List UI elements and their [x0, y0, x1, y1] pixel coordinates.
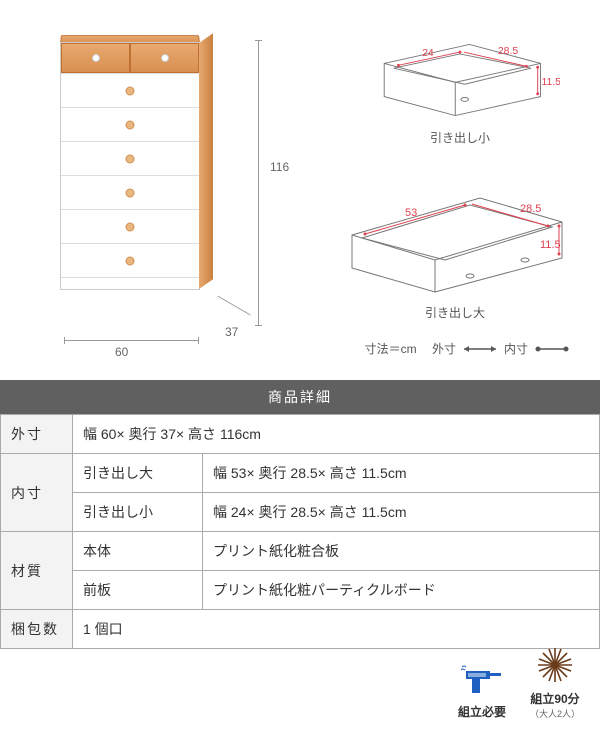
dresser-depth-label: 37: [225, 325, 238, 339]
small-drawer-width: 28.5: [498, 46, 518, 57]
assembly-required-block: 組立必要: [458, 663, 506, 720]
burst-icon: [535, 646, 575, 684]
small-drawer-height: 11.5: [541, 77, 560, 88]
package-label: 梱包数: [1, 610, 73, 649]
small-drawer-label: 引き出し小: [360, 129, 560, 146]
assembly-time-label: 組立90分: [530, 690, 580, 707]
inner-small-value: 幅 24× 奥行 28.5× 高さ 11.5cm: [203, 493, 600, 532]
details-table: 外寸 幅 60× 奥行 37× 高さ 116cm 内寸 引き出し大 幅 53× …: [0, 414, 600, 649]
material-label: 材質: [1, 532, 73, 610]
large-drawer-diagram: 53 28.5 11.5 引き出し大: [340, 190, 570, 321]
table-row: 外寸 幅 60× 奥行 37× 高さ 116cm: [1, 415, 600, 454]
inner-large-name: 引き出し大: [73, 454, 203, 493]
material-body-value: プリント紙化粧合板: [203, 532, 600, 571]
outer-dim-label: 外寸: [1, 415, 73, 454]
large-drawer-depth: 53: [405, 207, 417, 219]
inner-dim-label: 内寸: [1, 454, 73, 532]
dresser-height-label: 116: [270, 160, 289, 174]
assembly-time-block: 組立90分 （大人2人）: [530, 646, 580, 720]
small-drawer-depth: 24: [422, 48, 434, 59]
material-body-name: 本体: [73, 532, 203, 571]
large-drawer-label: 引き出し大: [340, 304, 570, 321]
large-drawer-width: 28.5: [520, 203, 541, 215]
table-header: 商品詳細: [0, 380, 600, 414]
table-row: 材質 本体 プリント紙化粧合板: [1, 532, 600, 571]
dresser-width-label: 60: [115, 345, 128, 359]
outer-dim-value: 幅 60× 奥行 37× 高さ 116cm: [73, 415, 600, 454]
table-row: 梱包数 1 個口: [1, 610, 600, 649]
product-details: 商品詳細 外寸 幅 60× 奥行 37× 高さ 116cm 内寸 引き出し大 幅…: [0, 380, 600, 649]
inner-large-value: 幅 53× 奥行 28.5× 高さ 11.5cm: [203, 454, 600, 493]
legend-inner: 内寸: [504, 340, 528, 357]
diagram-area: 116 37 60 24 28.5 11.5: [0, 0, 600, 380]
material-front-name: 前板: [73, 571, 203, 610]
table-row: 前板 プリント紙化粧パーティクルボード: [1, 571, 600, 610]
assembly-info: 組立必要 組立90分: [458, 646, 580, 720]
legend-outer: 外寸: [432, 340, 456, 357]
legend-unit: 寸法＝cm: [365, 340, 417, 357]
dresser-illustration: [60, 34, 200, 290]
assembly-people-label: （大人2人）: [530, 707, 580, 720]
assembly-required-label: 組立必要: [458, 703, 506, 720]
drill-icon: [460, 663, 504, 697]
package-value: 1 個口: [73, 610, 600, 649]
small-drawer-diagram: 24 28.5 11.5 引き出し小: [360, 35, 560, 146]
large-drawer-height: 11.5: [540, 239, 561, 251]
table-row: 内寸 引き出し大 幅 53× 奥行 28.5× 高さ 11.5cm: [1, 454, 600, 493]
material-front-value: プリント紙化粧パーティクルボード: [203, 571, 600, 610]
dimension-legend: 寸法＝cm 外寸 内寸: [365, 340, 570, 357]
table-row: 引き出し小 幅 24× 奥行 28.5× 高さ 11.5cm: [1, 493, 600, 532]
inner-small-name: 引き出し小: [73, 493, 203, 532]
